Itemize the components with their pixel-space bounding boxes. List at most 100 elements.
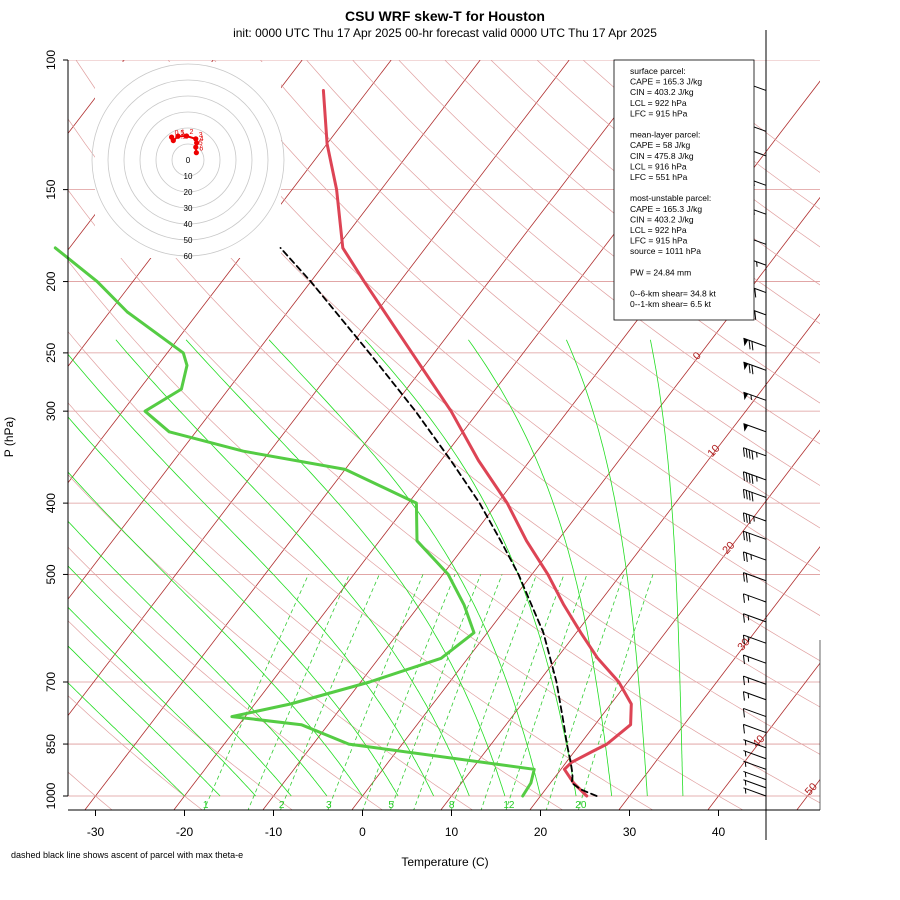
x-tick-label: 20	[534, 825, 548, 839]
moist-adiabat-line	[68, 645, 221, 797]
temperature-trace	[321, 89, 633, 798]
barb-shaft	[743, 654, 767, 664]
barb-shaft	[743, 488, 767, 498]
barb-full	[745, 532, 748, 542]
barb-full	[751, 341, 754, 351]
barb-full	[742, 471, 745, 481]
wind-barb	[742, 654, 767, 665]
barb-half	[750, 554, 752, 560]
dry-adiabat-line	[68, 546, 384, 810]
hodograph-ring	[91, 63, 285, 257]
mixing-ratio-line	[545, 574, 625, 810]
barb-flag	[743, 362, 749, 371]
moist-adiabat-line	[185, 339, 506, 797]
y-tick-label: 300	[44, 401, 58, 421]
wind-barb	[742, 530, 767, 543]
wind-barb	[742, 613, 767, 623]
isotherm-line	[173, 60, 748, 810]
mixing-ratio-label: 3	[326, 800, 332, 811]
barb-half	[747, 595, 750, 601]
hodograph-ring	[171, 143, 205, 177]
barb-full	[742, 691, 745, 701]
barb-flag	[743, 423, 749, 432]
dry-adiabat-line	[68, 189, 820, 804]
hodograph-point	[183, 133, 190, 139]
y-axis-label: P (hPa)	[2, 417, 16, 457]
barb-shaft	[743, 779, 767, 789]
mixing-ratio-line	[327, 574, 424, 810]
barb-shaft	[743, 471, 767, 481]
mixing-ratio-line	[450, 574, 537, 810]
x-tick-label: 10	[445, 825, 459, 839]
wind-barbs	[742, 30, 767, 840]
barb-half	[744, 751, 747, 757]
wind-barb	[742, 488, 767, 502]
dry-adiabat-line	[68, 260, 744, 810]
dry-adiabat-line	[167, 60, 820, 616]
isotherm-line	[68, 60, 303, 367]
parameter-line: CAPE = 165.3 J/kg	[630, 77, 702, 87]
barb-shaft	[743, 760, 767, 770]
x-tick-label: -10	[265, 825, 283, 839]
hodograph-point-label: 1	[181, 129, 185, 136]
barb-half	[747, 636, 750, 642]
wind-barb	[743, 739, 767, 749]
y-tick-label: 400	[44, 493, 58, 513]
barb-shaft	[743, 512, 767, 522]
parameter-line: CIN = 475.8 J/kg	[630, 151, 694, 161]
mixing-ratio-label: 2	[279, 800, 285, 811]
barb-full	[742, 613, 745, 623]
barb-half	[747, 693, 750, 699]
parameter-line: LFC = 915 hPa	[630, 236, 688, 246]
barb-full	[748, 449, 751, 459]
barb-flag	[743, 338, 749, 347]
wind-barb	[743, 787, 767, 797]
barb-full	[745, 490, 748, 500]
moist-adiabat-line	[68, 682, 185, 797]
barb-full	[742, 572, 745, 582]
y-tick-label: 850	[44, 734, 58, 754]
wind-barb	[743, 779, 767, 789]
hodograph-point	[194, 140, 200, 146]
barb-half	[747, 615, 750, 621]
dry-adiabat-line	[121, 60, 820, 662]
barb-full	[748, 491, 751, 501]
barb-half	[744, 740, 747, 746]
wind-barb	[742, 512, 767, 524]
dry-adiabat-line	[68, 474, 474, 810]
barb-full	[745, 472, 748, 482]
wind-barb	[742, 572, 767, 583]
y-tick-label: 1000	[44, 782, 58, 809]
barb-shaft	[743, 551, 767, 561]
hodograph-point	[170, 137, 176, 144]
hodograph-ring	[123, 95, 253, 225]
parameter-line: surface parcel:	[630, 66, 686, 76]
hodograph-point-label: 0.1	[176, 134, 186, 141]
parameter-line: 0--1-km shear= 6.5 kt	[630, 299, 712, 309]
barb-shaft	[743, 572, 767, 582]
isotherm-line	[351, 196, 820, 810]
hodograph-point-label: 4	[200, 136, 204, 143]
mixing-ratio-line	[480, 574, 565, 810]
isotherm-line	[796, 778, 820, 810]
hodograph-point	[175, 133, 181, 139]
mixing-ratio-line	[203, 574, 309, 810]
barb-half	[750, 394, 752, 400]
barb-full	[745, 573, 748, 583]
parameter-line: LCL = 922 hPa	[630, 98, 687, 108]
barb-full	[751, 474, 754, 484]
parameter-line: LCL = 922 hPa	[630, 225, 687, 235]
dry-adiabat-line	[68, 118, 820, 755]
x-tick-label: -30	[87, 825, 105, 839]
barb-full	[745, 448, 748, 458]
barb-half	[756, 452, 758, 458]
isotherm-line	[68, 60, 392, 484]
barb-full	[742, 724, 745, 734]
wind-barb	[742, 691, 767, 701]
barb-shaft	[743, 391, 767, 401]
moist-adiabat-line	[68, 565, 292, 797]
hodograph-point	[193, 144, 199, 150]
